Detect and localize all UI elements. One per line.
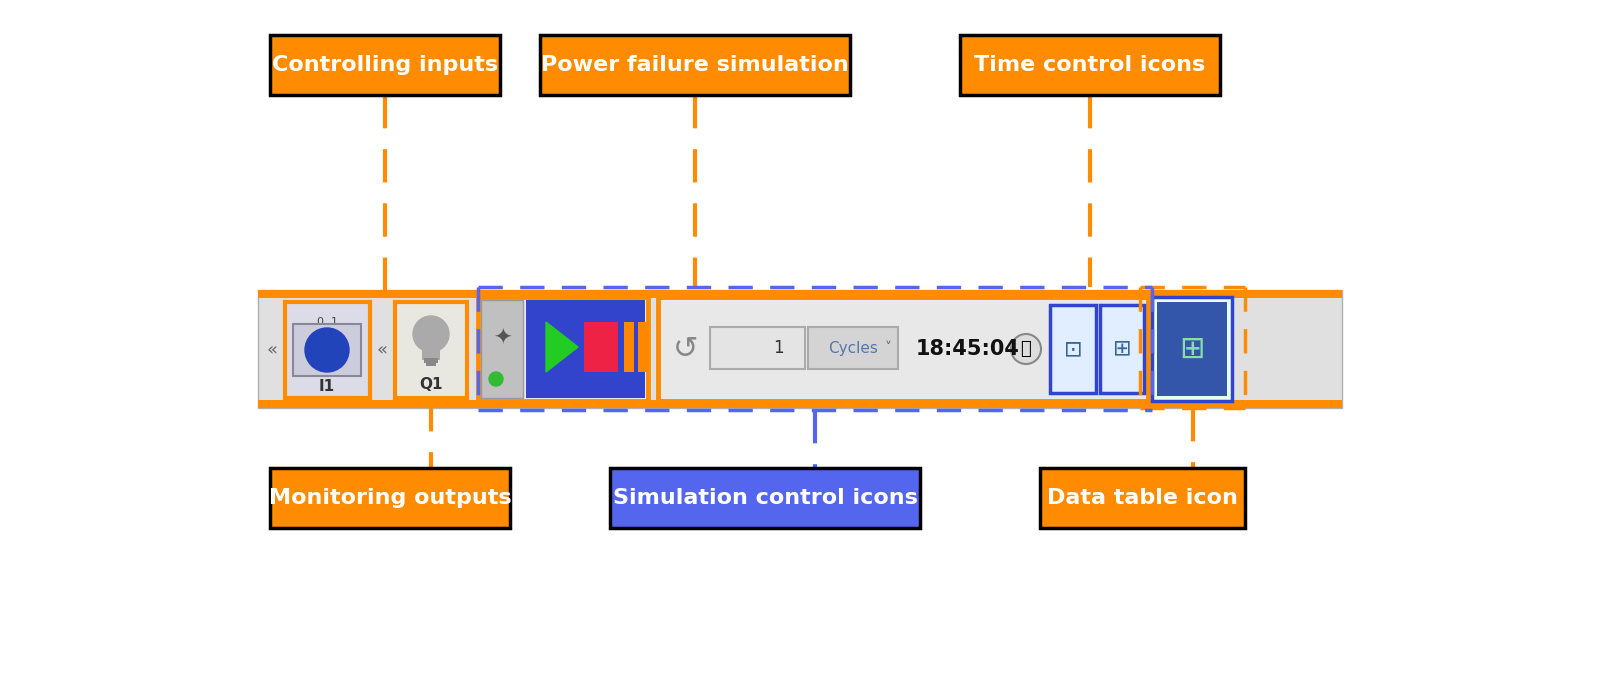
Text: Simulation control icons: Simulation control icons — [613, 488, 917, 508]
FancyBboxPatch shape — [541, 35, 850, 95]
FancyBboxPatch shape — [710, 327, 805, 369]
FancyBboxPatch shape — [258, 290, 1342, 298]
FancyBboxPatch shape — [808, 327, 898, 369]
FancyBboxPatch shape — [258, 400, 1342, 408]
FancyBboxPatch shape — [1050, 305, 1096, 393]
FancyBboxPatch shape — [426, 362, 435, 366]
FancyBboxPatch shape — [1152, 297, 1232, 401]
FancyBboxPatch shape — [610, 468, 920, 528]
Text: Power failure simulation: Power failure simulation — [541, 55, 850, 75]
Circle shape — [1011, 334, 1042, 364]
Text: Controlling inputs: Controlling inputs — [272, 55, 498, 75]
Circle shape — [413, 316, 450, 352]
FancyBboxPatch shape — [960, 35, 1219, 95]
Circle shape — [306, 328, 349, 372]
Text: I1: I1 — [318, 379, 334, 394]
FancyBboxPatch shape — [395, 302, 467, 398]
FancyBboxPatch shape — [526, 300, 645, 398]
FancyBboxPatch shape — [424, 358, 438, 363]
FancyBboxPatch shape — [478, 297, 648, 401]
FancyBboxPatch shape — [638, 322, 648, 372]
FancyBboxPatch shape — [658, 297, 1147, 401]
Text: ↺: ↺ — [674, 335, 699, 363]
Text: Time control icons: Time control icons — [974, 55, 1206, 75]
FancyBboxPatch shape — [258, 290, 1342, 408]
FancyBboxPatch shape — [482, 300, 523, 398]
Text: Monitoring outputs: Monitoring outputs — [269, 488, 512, 508]
FancyBboxPatch shape — [270, 468, 510, 528]
Text: 0  1: 0 1 — [317, 317, 338, 327]
Text: ˅: ˅ — [885, 341, 891, 355]
FancyBboxPatch shape — [584, 322, 618, 372]
Text: 18:45:04: 18:45:04 — [917, 339, 1019, 359]
FancyBboxPatch shape — [624, 322, 634, 372]
Text: Data table icon: Data table icon — [1046, 488, 1238, 508]
Polygon shape — [546, 322, 578, 372]
Text: ⊞: ⊞ — [1112, 339, 1131, 359]
Text: ⊡: ⊡ — [1064, 339, 1082, 359]
Text: Q1: Q1 — [419, 376, 443, 392]
FancyBboxPatch shape — [293, 324, 362, 376]
Text: «: « — [267, 341, 277, 359]
Text: ✦: ✦ — [493, 329, 512, 349]
Text: ⊞: ⊞ — [1179, 335, 1205, 363]
Text: 🕐: 🕐 — [1021, 340, 1032, 358]
Text: 1: 1 — [773, 339, 784, 357]
FancyBboxPatch shape — [1099, 305, 1144, 393]
Text: «: « — [376, 341, 387, 359]
FancyBboxPatch shape — [285, 302, 370, 398]
FancyBboxPatch shape — [270, 35, 499, 95]
FancyBboxPatch shape — [1040, 468, 1245, 528]
Circle shape — [490, 372, 502, 386]
FancyBboxPatch shape — [1157, 302, 1227, 396]
FancyBboxPatch shape — [422, 348, 440, 360]
Text: Cycles: Cycles — [829, 341, 878, 355]
